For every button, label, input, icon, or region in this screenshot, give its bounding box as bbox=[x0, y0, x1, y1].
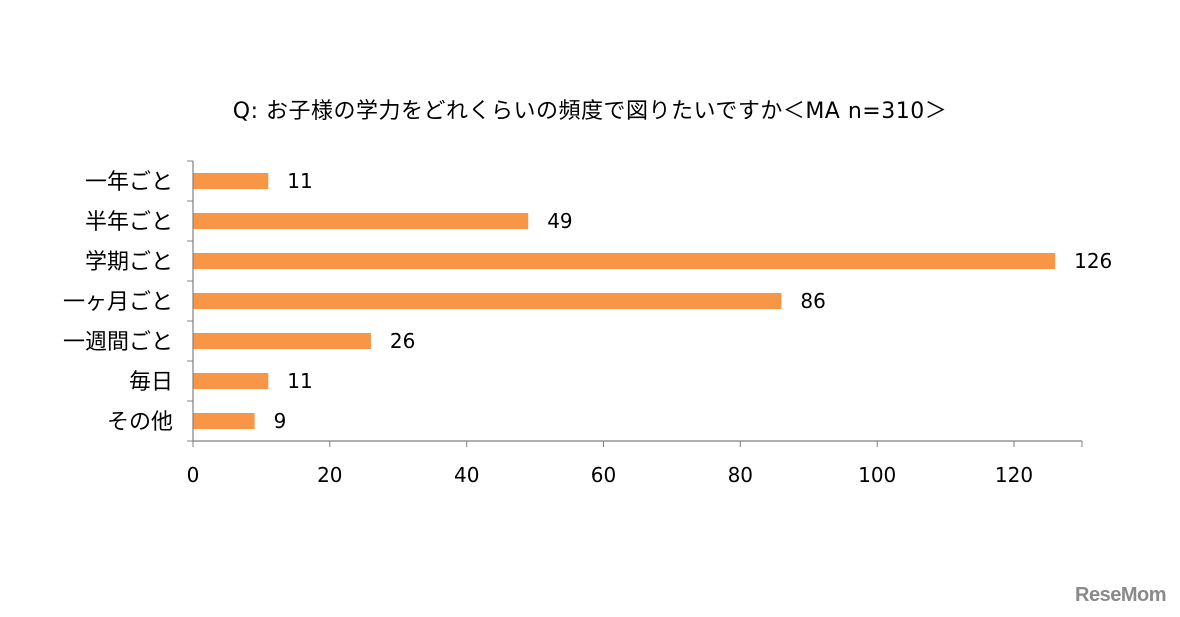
x-tick-label-20: 20 bbox=[317, 463, 342, 487]
category-label-1: 一年ごと bbox=[85, 170, 173, 195]
category-label-2: 半年ごと bbox=[85, 210, 173, 235]
category-label-3: 学期ごと bbox=[85, 250, 173, 275]
bar-5 bbox=[193, 333, 371, 349]
data-label-3: 126 bbox=[1074, 249, 1112, 273]
data-label-7: 9 bbox=[274, 409, 287, 433]
bar-3 bbox=[193, 253, 1056, 269]
bar-7 bbox=[193, 413, 255, 429]
category-label-5: 一週間ごと bbox=[63, 330, 173, 355]
bar-2 bbox=[193, 213, 529, 229]
x-tick-label-60: 60 bbox=[591, 463, 616, 487]
resemom-logo: ReseMom bbox=[1075, 584, 1166, 606]
x-tick-label-40: 40 bbox=[454, 463, 479, 487]
x-tick-label-0: 0 bbox=[187, 463, 200, 487]
bar-1 bbox=[193, 173, 269, 189]
data-label-1: 11 bbox=[287, 169, 312, 193]
bar-6 bbox=[193, 373, 269, 389]
x-tick-label-120: 120 bbox=[995, 463, 1033, 487]
category-label-6: 毎日 bbox=[129, 370, 173, 395]
data-label-2: 49 bbox=[547, 209, 572, 233]
data-label-4: 86 bbox=[800, 289, 825, 313]
category-label-4: 一ヶ月ごと bbox=[63, 290, 173, 315]
x-tick-label-80: 80 bbox=[728, 463, 753, 487]
bar-4 bbox=[193, 293, 782, 309]
data-label-5: 26 bbox=[390, 329, 415, 353]
data-label-6: 11 bbox=[287, 369, 312, 393]
category-label-7: その他 bbox=[107, 410, 173, 435]
chart-title: Q: お子様の学力をどれくらいの頻度で図りたいですか＜MA n=310＞ bbox=[232, 99, 948, 124]
x-tick-label-100: 100 bbox=[858, 463, 896, 487]
